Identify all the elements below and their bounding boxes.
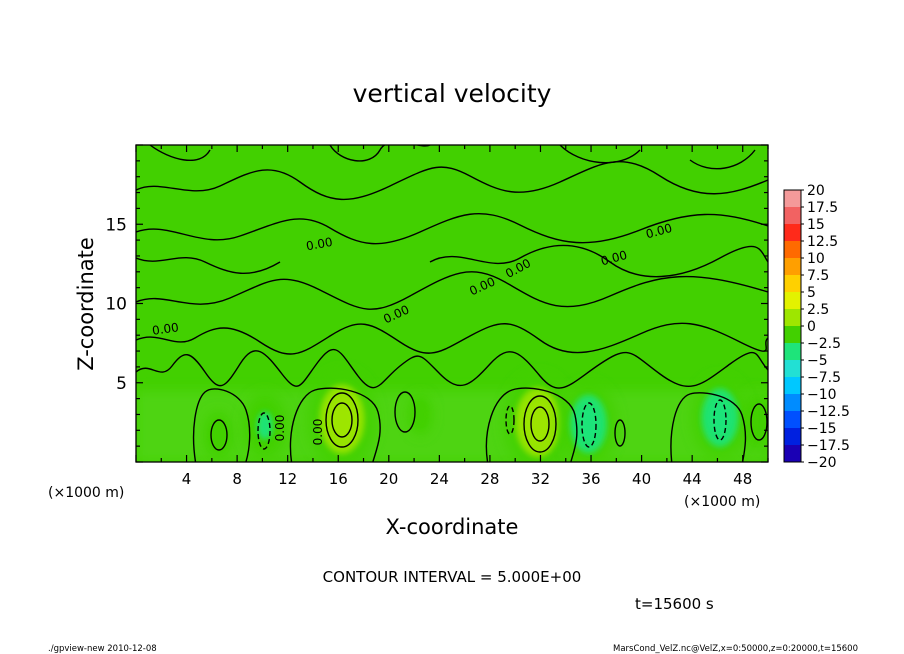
x-tick-label: 16 [329,470,348,488]
y-tick-label: 15 [105,215,127,235]
colorbar-label: −2.5 [807,336,841,352]
x-tick-label: 44 [683,470,702,488]
x-axis-label: X-coordinate [386,515,519,539]
velocity-cell [407,392,433,437]
colorbar-label: 10 [807,251,825,267]
colorbar-band [784,241,801,259]
x-tick-label: 32 [531,470,550,488]
chart-title: vertical velocity [353,79,552,108]
colorbar-label: 17.5 [807,200,838,216]
colorbar-label: −12.5 [807,404,850,420]
colorbar: 2017.51512.5107.552.50−2.5−5−7.5−10−12.5… [783,183,850,471]
colorbar-band [784,360,801,378]
x-unit-label-right: (×1000 m) [684,494,760,510]
colorbar-label: −10 [807,387,837,403]
colorbar-label: 2.5 [807,302,829,318]
colorbar-band [784,292,801,310]
colorbar-band [784,394,801,412]
plot-area: 0.000.000.00 0.000.000.00 0.000.000.00 [135,144,769,463]
colorbar-band [784,190,801,208]
colorbar-label: 20 [807,183,825,199]
colorbar-label: −7.5 [807,370,841,386]
colorbar-label: −20 [807,455,837,471]
colorbar-band [784,411,801,429]
x-unit-label-left: (×1000 m) [48,485,124,501]
colorbar-band [784,275,801,293]
y-tick-labels: 5 10 15 [105,215,127,394]
contour-label: 0.00 [273,415,287,442]
colorbar-label: −15 [807,421,837,437]
velocity-field [136,370,768,462]
time-text: t=15600 s [635,595,714,613]
colorbar-label: −17.5 [807,438,850,454]
x-tick-label: 40 [632,470,651,488]
x-tick-label: 20 [379,470,398,488]
colorbar-band [784,377,801,395]
x-tick-label: 28 [480,470,499,488]
y-tick-label: 10 [105,295,127,315]
contour-label: 0.00 [305,235,334,253]
colorbar-band [784,207,801,225]
y-axis-label: Z-coordinate [74,237,98,371]
lower-band [136,390,768,462]
contour-label: 0.00 [599,248,628,268]
colorbar-band [784,224,801,242]
colorbar-band [784,326,801,344]
colorbar-band [784,445,801,463]
contour-lines [136,145,768,462]
y-tick-label: 5 [116,374,127,394]
colorbar-label: −5 [807,353,828,369]
x-tick-label: 12 [278,470,297,488]
colorbar-label: 0 [807,319,816,335]
colorbar-band [784,428,801,446]
footer-right: MarsCond_VelZ.nc@VelZ,x=0:50000,z=0:2000… [613,644,858,654]
velocity-cell [559,382,618,462]
contour-label: 0.00 [311,419,325,446]
contour-label: 0.00 [151,320,179,338]
velocity-cell [691,376,749,460]
footer-left: ./gpview-new 2010-12-08 [48,644,157,654]
colorbar-label: 5 [807,285,816,301]
x-tick-label: 36 [581,470,600,488]
velocity-cell [203,410,233,460]
colorbar-label: 7.5 [807,268,829,284]
x-tick-label: 4 [182,470,192,488]
x-tick-label: 24 [430,470,449,488]
colorbar-band [784,309,801,327]
contour-label: 0.00 [644,221,673,241]
colorbar-band [784,258,801,276]
axis-ticks [135,144,769,463]
x-tick-labels: 4 8 12 16 20 24 28 32 36 40 44 48 [182,470,752,488]
colorbar-label: 12.5 [807,234,838,250]
colorbar-label: 15 [807,217,825,233]
contour-interval-text: CONTOUR INTERVAL = 5.000E+00 [323,568,582,586]
x-tick-label: 48 [733,470,752,488]
colorbar-band [784,343,801,361]
x-tick-label: 8 [232,470,242,488]
